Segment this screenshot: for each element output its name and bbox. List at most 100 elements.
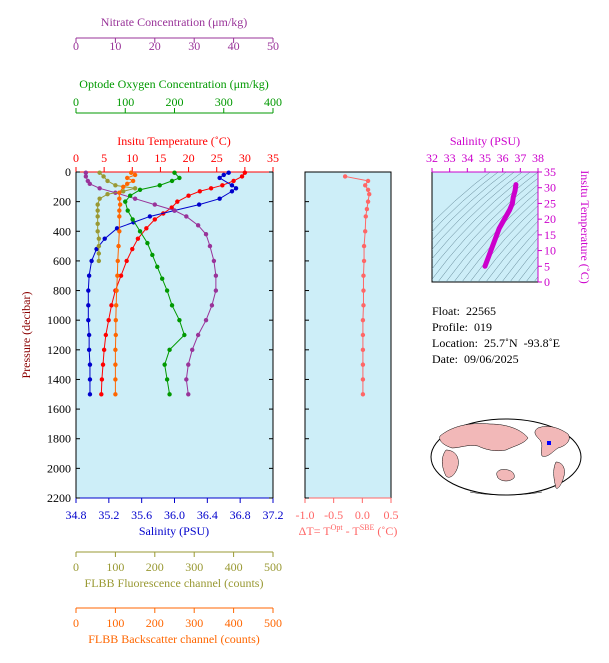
pressure-tick-label: 0 xyxy=(65,165,71,179)
oxygen-point xyxy=(123,199,128,204)
nitrate-point xyxy=(184,214,189,219)
salinity-tick-label: 37.2 xyxy=(263,508,284,522)
profile-text: Profile: 019 xyxy=(432,320,492,334)
pressure-tick-label: 800 xyxy=(53,284,71,298)
salinity-point xyxy=(87,362,93,367)
oxygen-point xyxy=(130,217,135,222)
temperature-point xyxy=(101,347,107,353)
temperature-point xyxy=(152,217,157,222)
ts-y-tick-label: 0 xyxy=(544,275,550,289)
nitrate-tick-label: 30 xyxy=(188,39,200,53)
dt-point xyxy=(361,303,366,308)
nitrate-point xyxy=(203,232,209,237)
fluorescence-tick-label: 400 xyxy=(225,560,243,574)
fluorescence-point xyxy=(96,258,102,264)
nitrate-point xyxy=(195,332,201,338)
temperature-tick-label: 0 xyxy=(73,151,79,165)
backscatter-tick-label: 200 xyxy=(146,616,164,630)
temperature-tick-label: 20 xyxy=(183,151,195,165)
ts-x-tick-label: 34 xyxy=(461,151,473,165)
oxygen-point xyxy=(137,187,143,192)
temperature-point xyxy=(208,186,214,191)
oxygen-tick-label: 200 xyxy=(166,95,184,109)
oxygen-point xyxy=(177,175,182,181)
fluorescence-point xyxy=(96,251,102,256)
ts-contour xyxy=(432,172,531,270)
oxygen-point xyxy=(167,392,172,397)
nitrate-point xyxy=(83,174,89,179)
fluorescence-point xyxy=(113,183,118,188)
dt-point xyxy=(360,392,366,397)
temperature-point xyxy=(99,377,105,382)
temperature-tick-label: 30 xyxy=(239,151,251,165)
oxygen-tick-label: 400 xyxy=(264,95,282,109)
dt-tick-label: -1.0 xyxy=(296,508,315,522)
backscatter-point xyxy=(113,392,118,397)
ts-y-tick-label: 20 xyxy=(544,212,556,226)
oxygen-point xyxy=(145,240,150,246)
salinity-point xyxy=(86,332,92,338)
salinity-point xyxy=(86,317,91,323)
nitrate-point xyxy=(195,223,201,228)
dt-point xyxy=(360,347,366,353)
backscatter-point xyxy=(128,170,134,175)
ts-contour xyxy=(432,172,538,280)
ts-contour xyxy=(437,177,538,282)
nitrate-tick-label: 20 xyxy=(149,39,161,53)
oxygen-point xyxy=(164,288,170,293)
float-id-text: Float: 22565 xyxy=(432,304,497,318)
ts-y-tick-label: 30 xyxy=(544,181,556,195)
backscatter-point xyxy=(117,214,122,219)
oxygen-point xyxy=(125,208,130,213)
temperature-tick-label: 25 xyxy=(211,151,223,165)
oxygen-point xyxy=(164,377,170,382)
dt-point xyxy=(363,229,368,234)
salinity-point xyxy=(87,377,93,382)
pressure-axis-title: Pressure (decibar) xyxy=(19,292,33,379)
backscatter-point xyxy=(115,258,120,264)
fluorescence-point xyxy=(95,202,100,207)
salinity-point xyxy=(217,175,222,181)
pressure-tick-label: 200 xyxy=(53,195,71,209)
salinity-point xyxy=(89,258,94,264)
nitrate-point xyxy=(172,208,177,213)
backscatter-tick-label: 100 xyxy=(106,616,124,630)
nitrate-point xyxy=(211,258,217,264)
location-text: Location: 25.7˚N -93.8˚E xyxy=(432,336,560,350)
ts-y-tick-label: 10 xyxy=(544,244,556,258)
salinity-point xyxy=(94,246,99,252)
ts-contour xyxy=(600,152,609,302)
oxygen-tick-label: 0 xyxy=(73,95,79,109)
oxygen-point xyxy=(157,183,162,188)
dt-point xyxy=(365,178,371,184)
nitrate-point xyxy=(152,202,157,207)
ts-contour xyxy=(528,152,609,302)
dt-point xyxy=(342,174,348,179)
backscatter-point xyxy=(117,229,122,234)
oxygen-point xyxy=(167,347,172,353)
pressure-tick-label: 1400 xyxy=(47,372,71,386)
oxygen-tick-label: 100 xyxy=(116,95,134,109)
fluorescence-point xyxy=(95,221,100,227)
ts-contour xyxy=(525,265,538,282)
ts-contour xyxy=(493,228,538,282)
salinity-tick-label: 35.6 xyxy=(131,508,152,522)
salinity-tick-label: 34.8 xyxy=(66,508,87,522)
temperature-point xyxy=(220,183,225,188)
temperature-point xyxy=(124,258,129,264)
nitrate-point xyxy=(132,196,138,201)
ts-contour xyxy=(432,172,499,232)
land-south-america xyxy=(553,461,565,489)
ts-contour xyxy=(477,212,538,282)
oxygen-point xyxy=(169,178,175,184)
temperature-point xyxy=(242,170,248,175)
nitrate-point xyxy=(83,170,89,175)
oxygen-point xyxy=(182,332,187,338)
backscatter-point xyxy=(132,172,138,178)
oxygen-point xyxy=(127,193,133,198)
temperature-point xyxy=(197,189,203,194)
fluorescence-tick-label: 300 xyxy=(185,560,203,574)
world-map xyxy=(430,418,582,496)
ts-x-tick-label: 33 xyxy=(444,151,456,165)
